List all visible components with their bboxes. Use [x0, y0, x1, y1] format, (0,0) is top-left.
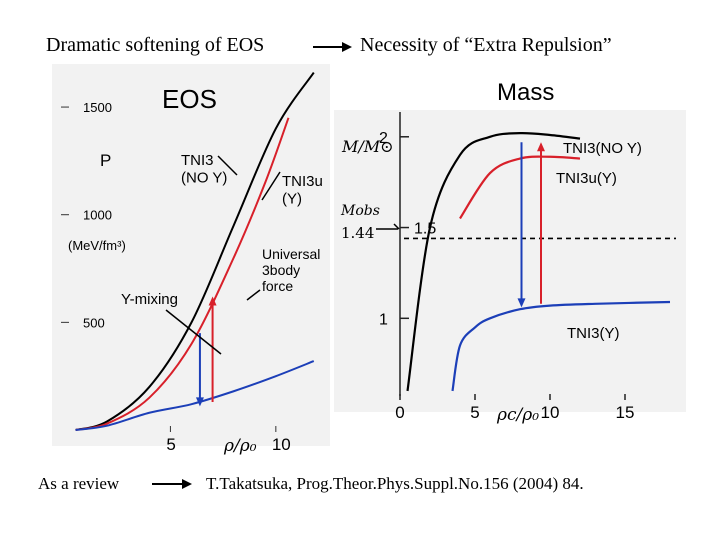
header-right: Necessity of “Extra Repulsion” — [360, 34, 612, 56]
eos-label-tni3-noy: TNI3 (NO Y) — [181, 152, 227, 186]
mass-label-tni3u-y: TNI3u(Y) — [556, 170, 617, 187]
eos-xlabel: ρ/ρ₀ — [223, 436, 257, 456]
eos-curve-blue — [75, 360, 315, 431]
eos-label-universal: Universal 3body force — [262, 246, 320, 294]
mass-label-tni3-y: TNI3(Y) — [567, 325, 620, 342]
mass-xtick-label: 10 — [541, 403, 560, 422]
footer-left: As a review — [38, 474, 120, 493]
mass-arrow-blue-head — [517, 298, 526, 308]
mass-ytick-label: 1.5 — [414, 221, 436, 238]
mass-ylabel: M/M⊙ — [341, 137, 394, 156]
eos-curve-red — [75, 117, 290, 431]
eos-xtick-label: 10 — [272, 435, 291, 454]
header-left: Dramatic softening of EOS — [46, 34, 265, 56]
mass-curve-red — [459, 155, 581, 220]
mass-xtick-label: 15 — [616, 403, 635, 422]
eos-arrow-blue-head — [195, 397, 204, 407]
eos-chart-panel — [52, 64, 330, 446]
mass-ytick-label: 2 — [379, 130, 388, 147]
eos-label-tni3u-y: TNI3u (Y) — [282, 173, 323, 207]
eos-curve-black — [75, 72, 315, 431]
eos-pointer-tni3u — [261, 171, 281, 201]
mass-xlabel: ρc/ρ₀ — [496, 405, 539, 425]
eos-xtick-label: 5 — [166, 435, 175, 454]
eos-pointer-tni3 — [217, 155, 238, 176]
mass-xtick-label: 0 — [395, 403, 404, 422]
eos-label-y-mixing: Y-mixing — [121, 291, 178, 308]
mass-xtick-label: 5 — [470, 403, 479, 422]
eos-pointer-universal — [246, 289, 261, 301]
eos-ylabel: P — [100, 151, 111, 170]
eos-ytick-label: 1000 — [83, 208, 112, 223]
mass-title: Mass — [497, 79, 554, 106]
mass-arrow-red-head — [537, 142, 545, 152]
eos-arrow-red-head — [208, 296, 217, 306]
eos-yunit: (MeV/fm³) — [68, 238, 126, 253]
eos-ytick-label: 500 — [83, 315, 105, 330]
mass-mobs-label: Mobs — [340, 203, 380, 219]
mass-curve-blue — [451, 300, 671, 392]
eos-ytick-label: 1500 — [83, 100, 112, 115]
mass-mobs-pointer-head — [393, 223, 400, 230]
mass-label-tni3-noy: TNI3(NO Y) — [563, 140, 642, 157]
mass-ytick-label: 1 — [379, 311, 388, 328]
footer-right: T.Takatsuka, Prog.Theor.Phys.Suppl.No.15… — [206, 474, 584, 493]
mass-mobs-value: 1.44 — [341, 224, 374, 242]
mass-curve-black — [406, 132, 581, 392]
eos-title: EOS — [162, 84, 217, 114]
eos-pointer-ymixing — [165, 309, 222, 355]
